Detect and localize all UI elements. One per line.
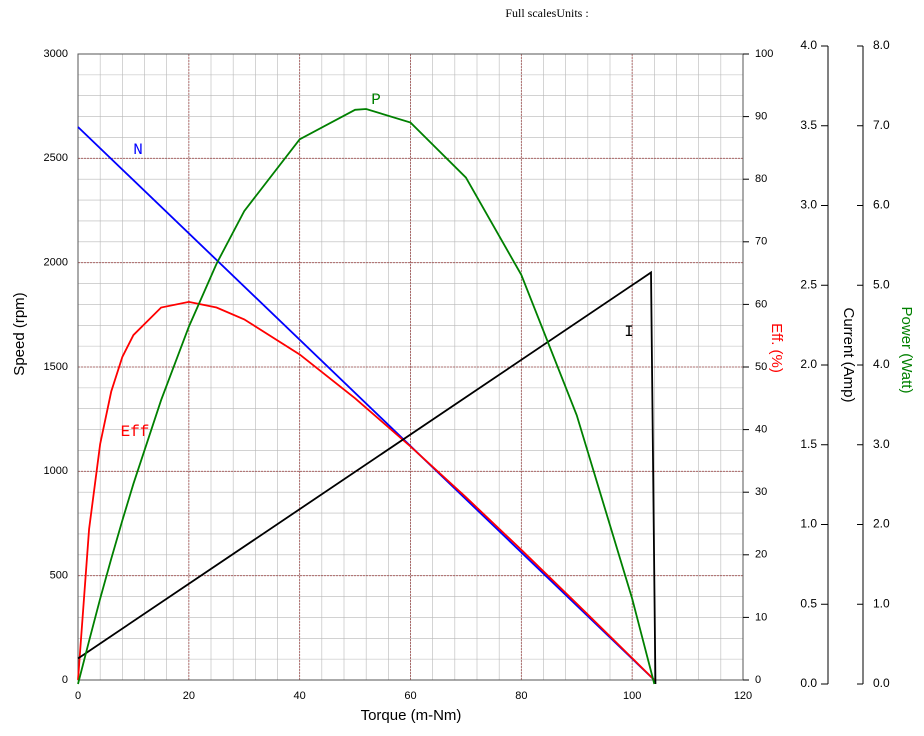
y2-tick-label: 100 <box>755 48 773 60</box>
y-tick-label: 2000 <box>44 257 68 269</box>
y3-tick-label: 3.0 <box>800 198 817 212</box>
series-label: P <box>371 91 381 109</box>
series-label: Eff <box>121 423 150 441</box>
x-tick-label: 80 <box>515 690 527 702</box>
x-tick-label: 20 <box>183 690 195 702</box>
y-tick-label: 3000 <box>44 48 68 60</box>
y3-tick-label: 2.0 <box>800 357 817 371</box>
y4-axis-label: Power (Watt) <box>898 307 915 394</box>
y3-tick-label: 1.5 <box>800 437 817 451</box>
y2-tick-label: 70 <box>755 236 767 248</box>
y3-tick-label: 0.0 <box>800 676 817 690</box>
y4-tick-label: 7.0 <box>873 118 890 132</box>
series-line <box>77 108 656 685</box>
y2-tick-label: 30 <box>755 486 767 498</box>
x-tick-label: 100 <box>623 690 641 702</box>
x-tick-label: 0 <box>75 690 81 702</box>
y-tick-label: 2500 <box>44 152 68 164</box>
y2-tick-label: 0 <box>755 674 761 686</box>
x-tick-label: 60 <box>404 690 416 702</box>
x-axis-label: Torque (m-Nm) <box>361 707 462 724</box>
y3-tick-label: 4.0 <box>800 38 817 52</box>
y3-tick-label: 0.5 <box>800 596 817 610</box>
y-tick-label: 1500 <box>44 361 68 373</box>
y2-tick-label: 80 <box>755 173 767 185</box>
y3-tick-label: 3.5 <box>800 118 817 132</box>
series-line <box>77 270 657 685</box>
y-tick-label: 0 <box>62 674 68 686</box>
y2-tick-label: 20 <box>755 549 767 561</box>
series-line <box>77 126 655 681</box>
y-tick-label: 1000 <box>44 465 68 477</box>
y3-tick-label: 2.5 <box>800 277 817 291</box>
y2-tick-label: 50 <box>755 361 767 373</box>
y2-axis-label: Eff. (%) <box>768 323 785 373</box>
x-tick-label: 40 <box>294 690 306 702</box>
y4-tick-label: 5.0 <box>873 277 890 291</box>
series-label: N <box>133 141 143 159</box>
y3-tick-label: 1.0 <box>800 517 817 531</box>
y-axis-label: Speed (rpm) <box>11 292 28 375</box>
y4-tick-label: 0.0 <box>873 676 890 690</box>
y4-tick-label: 3.0 <box>873 437 890 451</box>
y4-tick-label: 4.0 <box>873 357 890 371</box>
chart-title: Full scalesUnits : <box>505 6 588 20</box>
y2-tick-label: 10 <box>755 611 767 623</box>
y2-tick-label: 90 <box>755 111 767 123</box>
series-label: I <box>624 323 634 341</box>
y4-tick-label: 6.0 <box>873 198 890 212</box>
y-tick-label: 500 <box>50 570 68 582</box>
y4-tick-label: 1.0 <box>873 596 890 610</box>
y2-tick-label: 40 <box>755 424 767 436</box>
y2-tick-label: 60 <box>755 298 767 310</box>
y3-axis-label: Current (Amp) <box>840 307 857 402</box>
series-line <box>77 300 655 681</box>
y4-tick-label: 2.0 <box>873 517 890 531</box>
y4-tick-label: 8.0 <box>873 38 890 52</box>
x-tick-label: 120 <box>734 690 752 702</box>
